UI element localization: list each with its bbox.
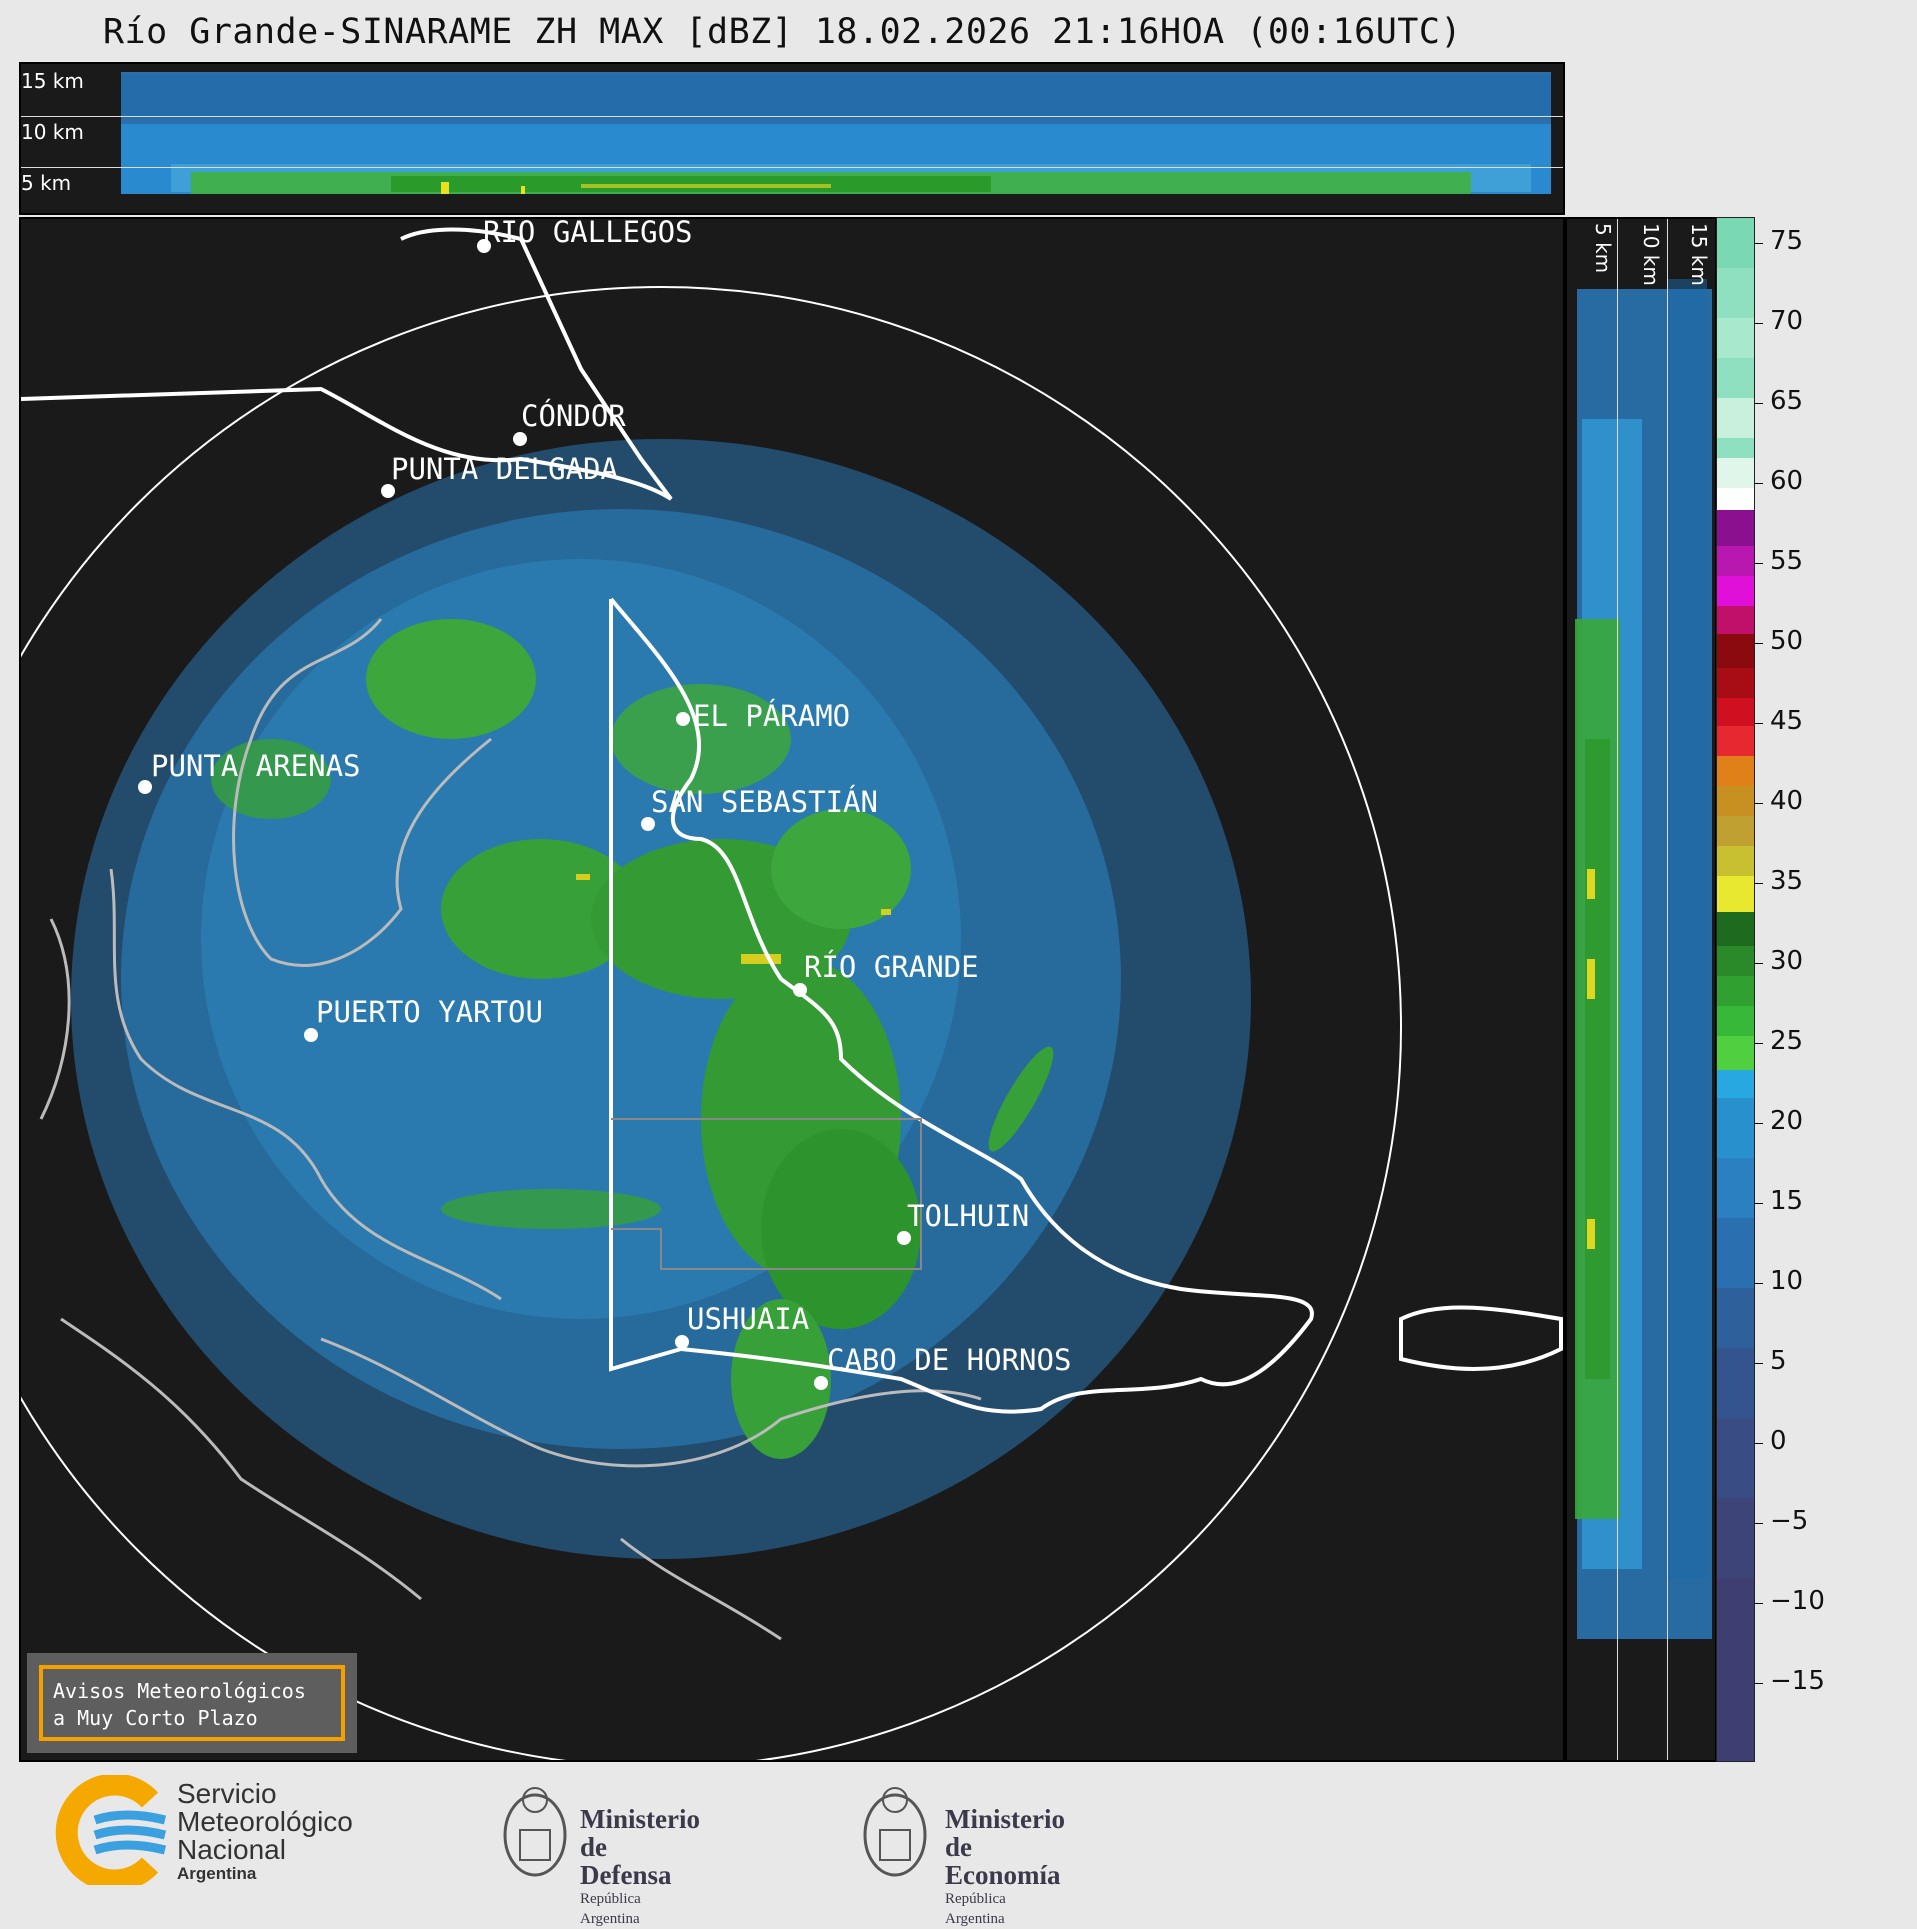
radar-map-canvas <box>21 227 1563 1760</box>
side-height-label-15km: 15 km <box>1687 223 1711 286</box>
city-label-el-paramo: EL PÁRAMO <box>693 699 851 733</box>
colorbar-tick-minus-15: −15 <box>1770 1666 1825 1696</box>
city-dot-tolhuin <box>897 1231 911 1245</box>
defensa-line-2: de Defensa <box>580 1832 672 1890</box>
smn-line-2: Meteorológico <box>177 1806 353 1837</box>
side-height-label-10km: 10 km <box>1639 223 1663 286</box>
economia-line-2: de Economía <box>945 1832 1061 1890</box>
top-10km-line <box>21 116 1563 117</box>
colorbar-tick-10: 10 <box>1770 1266 1804 1296</box>
colorbar-tick-0: 0 <box>1770 1426 1787 1456</box>
top-cross-section: 15 km 10 km 5 km <box>19 62 1565 215</box>
city-label-san-sebastian: SAN SEBASTIÁN <box>651 785 878 819</box>
city-label-ushuaia: USHUAIA <box>687 1302 810 1336</box>
warning-line-1: Avisos Meteorológicos <box>53 1679 306 1703</box>
colorbar-tick-40: 40 <box>1770 786 1804 816</box>
city-dot-condor <box>513 432 527 446</box>
colorbar-tick-55: 55 <box>1770 546 1804 576</box>
colorbar-tick-5: 5 <box>1770 1346 1787 1376</box>
side-height-label-5km: 5 km <box>1591 223 1615 274</box>
colorbar-canvas <box>1717 218 1754 1761</box>
side-echo-profile <box>1575 279 1712 1639</box>
city-label-punta-delgada: PUNTA DELGADA <box>391 452 618 486</box>
city-dot-ushuaia <box>675 1335 689 1349</box>
radar-map: RÍO GALLEGOS CÓNDOR PUNTA DELGADA EL PÁR… <box>19 217 1565 1762</box>
top-height-label-10km: 10 km <box>21 120 84 144</box>
top-5km-line <box>21 167 1563 168</box>
colorbar-tick-50: 50 <box>1770 626 1804 656</box>
colorbar-tick-45: 45 <box>1770 706 1804 736</box>
colorbar-tick-minus-10: −10 <box>1770 1586 1825 1616</box>
colorbar-tick-minus-5: −5 <box>1770 1506 1809 1536</box>
side-5km-line <box>1617 219 1618 1760</box>
colorbar-tick-15: 15 <box>1770 1186 1804 1216</box>
city-label-condor: CÓNDOR <box>521 399 626 433</box>
coastlines-grey <box>39 618 982 1641</box>
defensa-seal-icon <box>503 1787 567 1877</box>
colorbar-tick-75: 75 <box>1770 226 1804 256</box>
economia-line-1: Ministerio <box>945 1804 1065 1834</box>
city-label-rio-gallegos: RÍO GALLEGOS <box>483 217 693 249</box>
warning-box: Avisos Meteorológicos a Muy Corto Plazo <box>27 1653 357 1753</box>
city-label-puerto-yartou: PUERTO YARTOU <box>316 995 543 1029</box>
city-dot-punta-arenas <box>138 780 152 794</box>
city-dot-rio-grande <box>793 983 807 997</box>
warning-box-frame: Avisos Meteorológicos a Muy Corto Plazo <box>39 1665 345 1741</box>
smn-line-4: Argentina <box>177 1864 257 1883</box>
defensa-logo: Ministerio de Defensa República Argentin… <box>495 1775 700 1927</box>
province-outline <box>611 1118 922 1270</box>
city-label-tolhuin: TOLHUIN <box>907 1199 1030 1233</box>
warning-line-2: a Muy Corto Plazo <box>53 1706 258 1730</box>
city-dot-punta-delgada <box>381 484 395 498</box>
city-dot-el-paramo <box>676 712 690 726</box>
colorbar-tick-65: 65 <box>1770 386 1804 416</box>
borders-white <box>21 227 1563 1414</box>
top-echo-profile <box>121 72 1551 194</box>
colorbar-tick-70: 70 <box>1770 306 1804 336</box>
city-label-cabo-de-hornos: CABO DE HORNOS <box>827 1343 1072 1377</box>
city-dot-cabo-de-hornos <box>814 1376 828 1390</box>
colorbar-tick-20: 20 <box>1770 1106 1804 1136</box>
smn-line-1: Servicio <box>177 1778 277 1809</box>
top-height-label-15km: 15 km <box>21 69 84 93</box>
city-label-punta-arenas: PUNTA ARENAS <box>151 749 361 783</box>
side-cross-section: 5 km 10 km 15 km <box>1565 217 1717 1762</box>
economia-seal-icon <box>863 1787 927 1877</box>
range-ring <box>21 286 1402 1760</box>
page-title: Río Grande-SINARAME ZH MAX [dBZ] 18.02.2… <box>102 12 1463 52</box>
economia-logo: Ministerio de Economía República Argenti… <box>855 1775 1065 1927</box>
city-dot-puerto-yartou <box>304 1028 318 1042</box>
economia-line-3: República Argentina <box>945 1891 1006 1927</box>
city-dot-rio-gallegos <box>477 239 491 253</box>
top-height-label-5km: 5 km <box>21 171 72 195</box>
defensa-line-1: Ministerio <box>580 1804 700 1834</box>
side-10km-line <box>1667 219 1668 1760</box>
city-dot-san-sebastian <box>641 817 655 831</box>
city-label-rio-grande: RÍO GRANDE <box>804 950 979 984</box>
smn-line-3: Nacional <box>177 1834 286 1865</box>
colorbar-tick-60: 60 <box>1770 466 1804 496</box>
smn-logo: Servicio Meteorológico Nacional Argentin… <box>55 1775 353 1885</box>
smn-logo-mark <box>55 1775 167 1885</box>
colorbar-tick-30: 30 <box>1770 946 1804 976</box>
radar-echoes <box>71 439 1251 1559</box>
defensa-line-3: República Argentina <box>580 1891 641 1927</box>
colorbar-tick-25: 25 <box>1770 1026 1804 1056</box>
colorbar <box>1716 217 1755 1762</box>
colorbar-tick-35: 35 <box>1770 866 1804 896</box>
